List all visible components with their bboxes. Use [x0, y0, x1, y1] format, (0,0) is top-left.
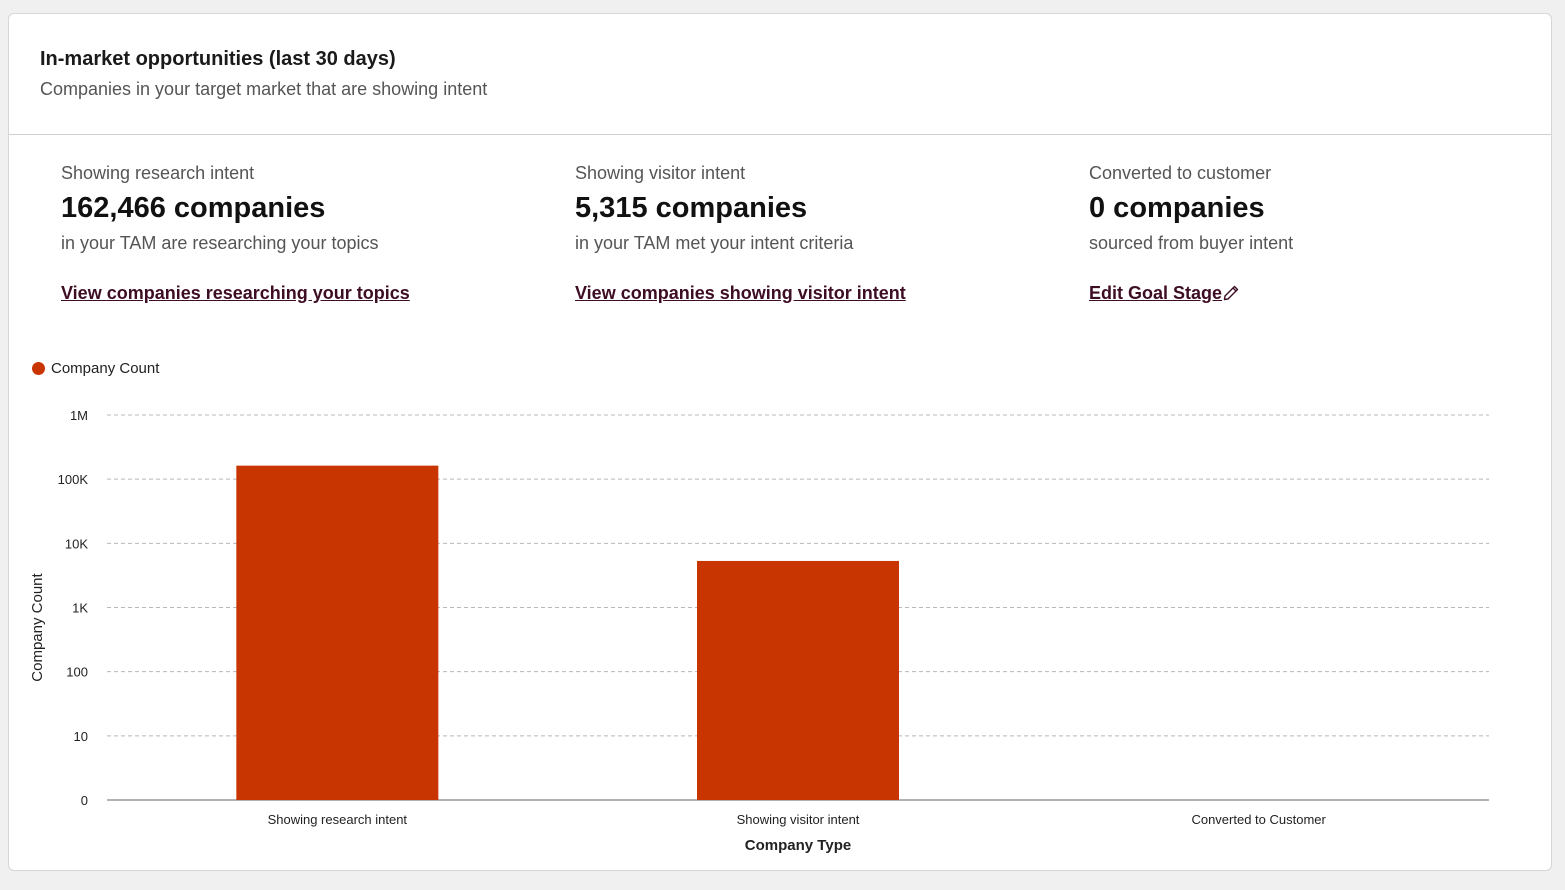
stat-label: Converted to customer [1089, 163, 1272, 183]
stat-label: Showing research intent [61, 163, 255, 183]
x-axis-title: Company Type [745, 837, 851, 854]
stat-research-intent: Showing research intent 162,466 companie… [61, 161, 410, 305]
card-title: In-market opportunities (last 30 days) [40, 48, 396, 70]
pencil-icon [1223, 283, 1239, 307]
view-research-companies-link[interactable]: View companies researching your topics [61, 283, 410, 303]
edit-goal-stage-link[interactable]: Edit Goal Stage [1089, 281, 1239, 307]
chart-legend[interactable]: Company Count [32, 360, 159, 377]
y-axis-title: Company Count [29, 572, 46, 681]
y-tick-label: 0 [81, 793, 88, 808]
edit-goal-stage-label: Edit Goal Stage [1089, 283, 1223, 303]
stat-label: Showing visitor intent [575, 163, 746, 183]
y-tick-label: 100 [66, 665, 88, 680]
stat-converted: Converted to customer 0 companies source… [1089, 161, 1293, 307]
card-header: In-market opportunities (last 30 days) C… [9, 14, 1551, 135]
x-tick-label: Showing visitor intent [737, 812, 860, 827]
y-tick-label: 1K [72, 601, 88, 616]
stat-description: sourced from buyer intent [1089, 233, 1294, 253]
x-tick-label: Showing research intent [268, 812, 408, 827]
card-subtitle: Companies in your target market that are… [40, 79, 488, 99]
stats-row: Showing research intent 162,466 companie… [9, 161, 1551, 311]
x-tick-label: Converted to Customer [1191, 812, 1326, 827]
legend-swatch [32, 362, 45, 375]
stat-value: 5,315 companies [575, 192, 808, 224]
y-tick-label: 10K [65, 536, 88, 551]
stat-value: 162,466 companies [61, 192, 326, 224]
in-market-opportunities-card: In-market opportunities (last 30 days) C… [8, 13, 1552, 871]
stat-description: in your TAM are researching your topics [61, 233, 379, 253]
bar-2 [697, 560, 899, 800]
legend-label: Company Count [51, 360, 160, 377]
company-count-bar-chart: 0 10 100 1K 10K 100K 1M Showing research intent… [29, 408, 1489, 854]
stat-value: 0 companies [1089, 192, 1265, 224]
stat-visitor-intent: Showing visitor intent 5,315 companies i… [575, 161, 906, 305]
y-tick-label: 1M [70, 408, 88, 423]
stat-description: in your TAM met your intent criteria [575, 233, 854, 253]
bar-1 [236, 465, 439, 800]
y-tick-label: 10 [74, 729, 88, 744]
y-tick-label: 100K [58, 472, 89, 487]
view-visitor-companies-link[interactable]: View companies showing visitor intent [575, 283, 906, 303]
